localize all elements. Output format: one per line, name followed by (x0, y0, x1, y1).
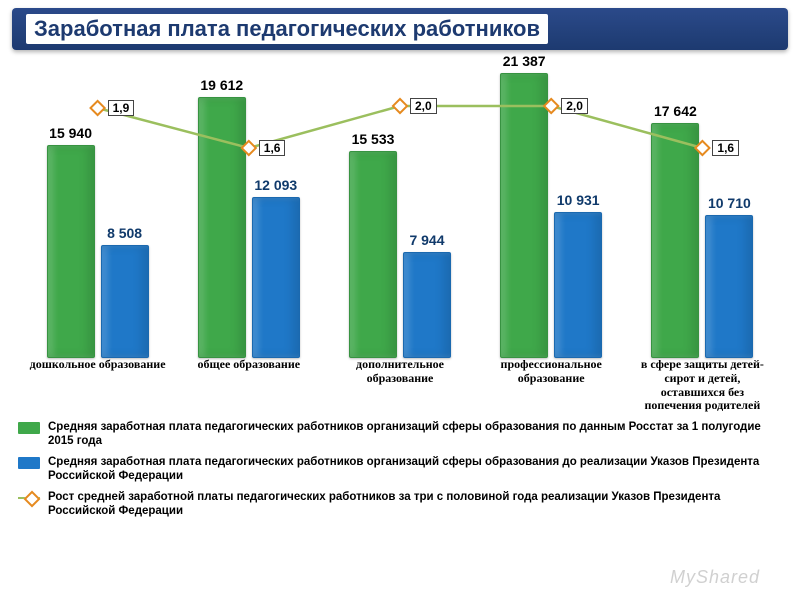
bar-green (47, 145, 95, 358)
bar-green-label: 17 642 (635, 103, 715, 119)
legend: Средняя заработная плата педагогических … (18, 420, 782, 518)
bar-group: 15 9408 508 (38, 58, 158, 358)
bar-green-label: 21 387 (484, 53, 564, 69)
bar-blue-label: 12 093 (236, 177, 316, 193)
title-bar: Заработная плата педагогических работник… (12, 8, 788, 50)
legend-swatch-green (18, 422, 40, 434)
legend-item-3: Рост средней заработной платы педагогиче… (18, 490, 782, 519)
bar-green-label: 19 612 (182, 77, 262, 93)
bar-blue-label: 8 508 (85, 225, 165, 241)
bar-green (349, 151, 397, 358)
bar-group: 21 38710 931 (491, 58, 611, 358)
page-title: Заработная плата педагогических работник… (26, 14, 548, 44)
legend-item-1: Средняя заработная плата педагогических … (18, 420, 782, 449)
bar-green (198, 97, 246, 358)
bar-green-label: 15 940 (31, 125, 111, 141)
plot-area: 15 9408 50819 61212 09315 5337 94421 387… (22, 58, 778, 358)
legend-text-1: Средняя заработная плата педагогических … (48, 420, 782, 449)
line-marker-label: 2,0 (561, 98, 588, 114)
x-label: дополнительное образование (330, 358, 470, 386)
x-label: в сфере защиты детей-сирот и детей, оста… (632, 358, 772, 413)
legend-swatch-blue (18, 457, 40, 469)
line-marker-label: 2,0 (410, 98, 437, 114)
bar-group: 15 5337 944 (340, 58, 460, 358)
bar-blue-label: 10 710 (689, 195, 769, 211)
line-marker-label: 1,6 (712, 140, 739, 156)
x-label: дошкольное образование (28, 358, 168, 372)
bar-blue (101, 245, 149, 358)
bar-green (651, 123, 699, 358)
bar-blue (252, 197, 300, 358)
bar-blue-label: 7 944 (387, 232, 467, 248)
legend-text-2: Средняя заработная плата педагогических … (48, 455, 782, 484)
line-marker-label: 1,9 (108, 100, 135, 116)
bar-green-label: 15 533 (333, 131, 413, 147)
line-marker-label: 1,6 (259, 140, 286, 156)
legend-swatch-diamond (18, 491, 40, 505)
bar-blue (705, 215, 753, 358)
watermark: MyShared (670, 567, 760, 588)
x-axis-labels: дошкольное образование общее образование д… (22, 358, 778, 418)
chart: 15 9408 50819 61212 09315 5337 94421 387… (12, 58, 788, 418)
bar-group: 17 64210 710 (642, 58, 762, 358)
bar-blue (403, 252, 451, 358)
bar-group: 19 61212 093 (189, 58, 309, 358)
bar-blue (554, 212, 602, 358)
bar-green (500, 73, 548, 358)
x-label: профессиональное образование (481, 358, 621, 386)
legend-item-2: Средняя заработная плата педагогических … (18, 455, 782, 484)
bar-blue-label: 10 931 (538, 192, 618, 208)
legend-text-3: Рост средней заработной платы педагогиче… (48, 490, 782, 519)
x-label: общее образование (179, 358, 319, 372)
